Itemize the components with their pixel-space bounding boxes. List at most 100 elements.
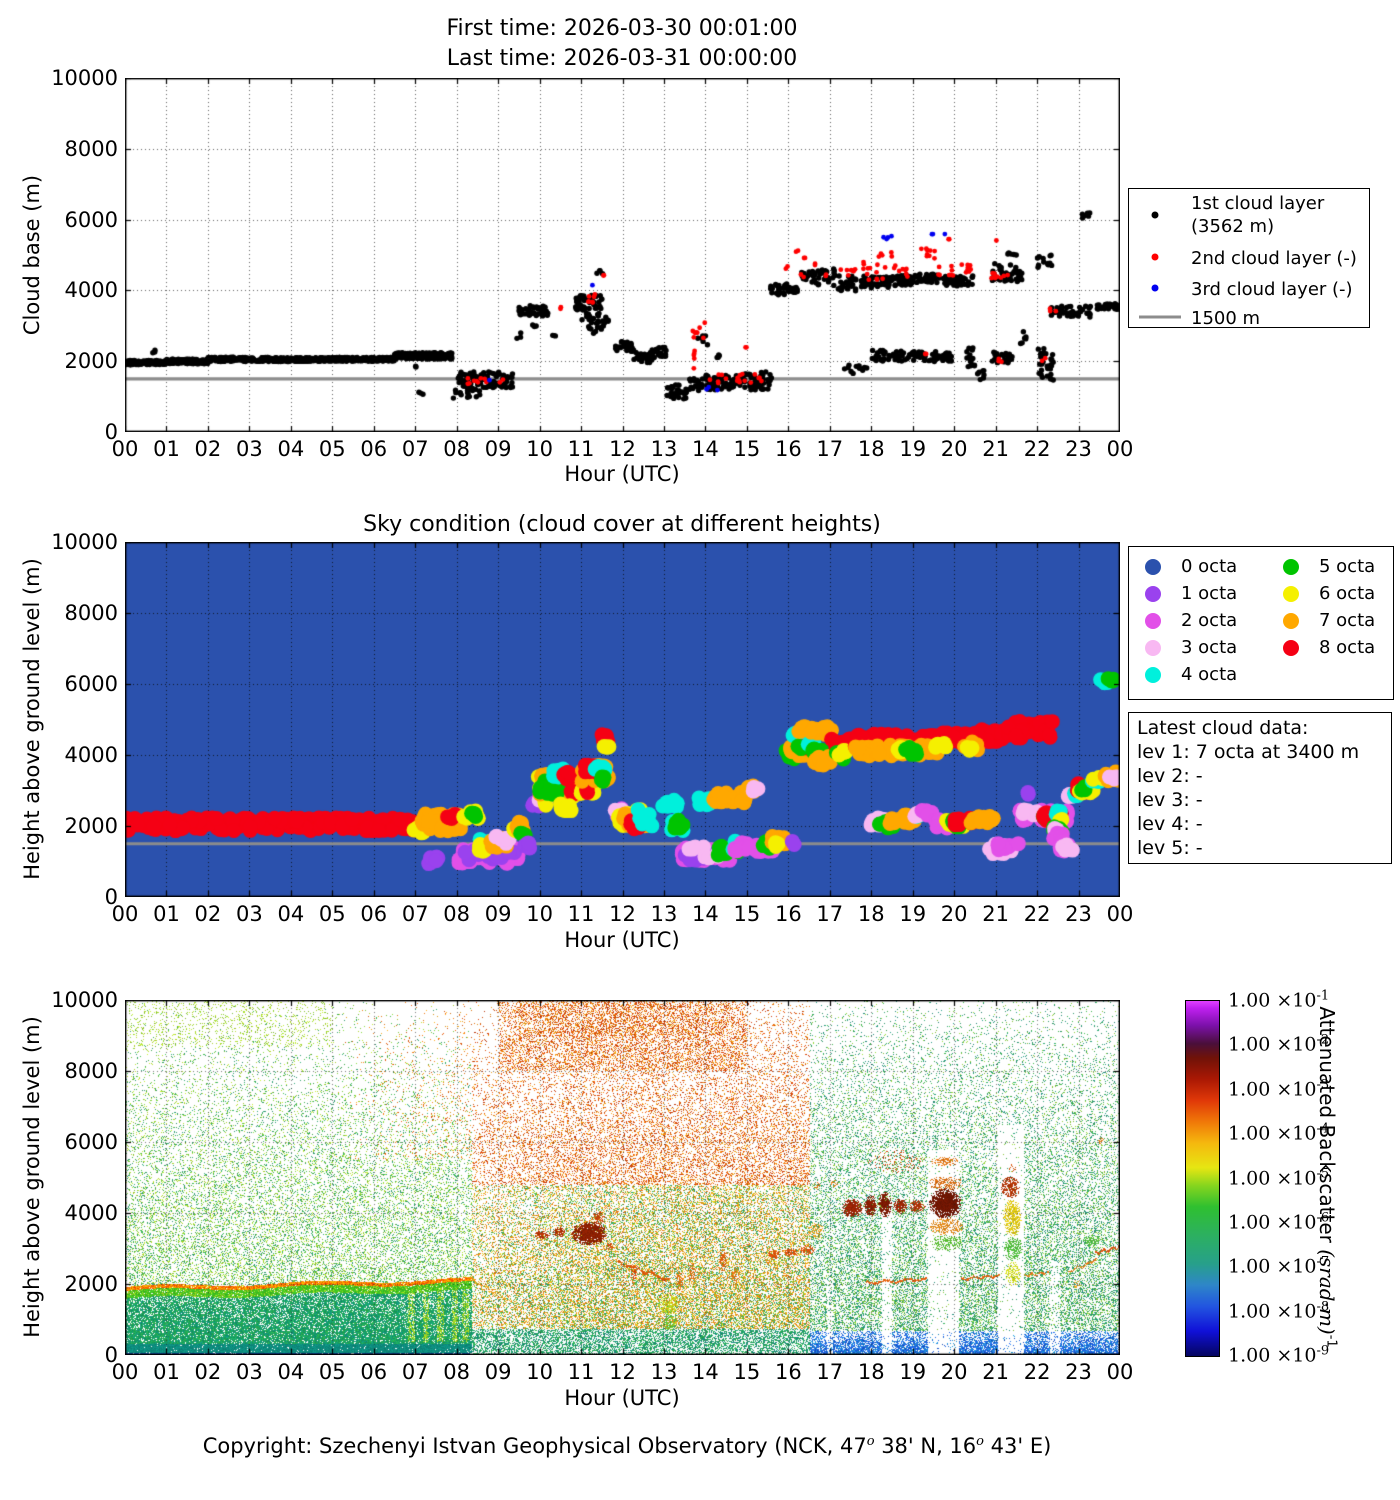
x-tick-label: 12 bbox=[609, 902, 636, 926]
latest-lev2: lev 2: - bbox=[1137, 765, 1203, 787]
first-layer-marker-dot bbox=[1151, 211, 1159, 219]
octa-7-label: 7 octa bbox=[1319, 610, 1376, 631]
copyright-text: Copyright: Szechenyi Istvan Geophysical … bbox=[203, 1434, 1052, 1458]
colorbar-tick-label: 1.00 ×10-9 bbox=[1228, 1343, 1330, 1367]
x-tick-label: 14 bbox=[692, 437, 719, 461]
x-tick-label: 02 bbox=[194, 437, 222, 461]
x-tick-label: 07 bbox=[401, 1360, 429, 1384]
colorbar-tick-label: 1.00 ×10-5 bbox=[1228, 1165, 1330, 1190]
x-tick-label: 04 bbox=[277, 902, 305, 926]
octa-0-marker-dot bbox=[1145, 559, 1161, 575]
x-tick-label: 16 bbox=[774, 902, 802, 926]
x-tick-label: 12 bbox=[609, 437, 636, 461]
x-tick-label: 03 bbox=[236, 902, 263, 926]
latest-lev1: lev 1: 7 octa at 3400 m bbox=[1137, 741, 1360, 763]
y-tick-label: 6000 bbox=[64, 672, 118, 696]
colorbar-tick-label: 1.00 ×10-7 bbox=[1228, 1254, 1330, 1278]
x-tick-label: 00 bbox=[111, 1360, 139, 1384]
x-tick-label: 09 bbox=[484, 902, 512, 926]
colorbar-tick-exponent: -7 bbox=[1316, 1254, 1330, 1270]
y-tick-label: 2000 bbox=[64, 814, 118, 838]
colorbar-tick-label: 1.00 ×10-2 bbox=[1228, 1032, 1330, 1057]
x-tick-label: 15 bbox=[733, 1360, 761, 1384]
x-tick-label: 04 bbox=[277, 1360, 305, 1384]
x-tick-label: 20 bbox=[940, 1360, 968, 1384]
x-tick-label: 21 bbox=[982, 437, 1009, 461]
x-tick-label: 06 bbox=[360, 437, 388, 461]
y-tick-label: 8000 bbox=[64, 136, 118, 161]
x-tick-label: 08 bbox=[443, 437, 471, 461]
last-time-title: Last time: 2026-03-31 00:00:00 bbox=[446, 46, 798, 71]
copyright-seg: Copyright: Szechenyi Istvan Geophysical … bbox=[202, 1434, 867, 1458]
x-tick-label: 01 bbox=[153, 437, 180, 461]
second-layer-marker-dot bbox=[1151, 253, 1159, 261]
x-tick-label: 00 bbox=[111, 902, 139, 926]
x-tick-label: 22 bbox=[1023, 1360, 1051, 1384]
x-tick-label: 13 bbox=[650, 1360, 678, 1384]
octa-3-marker-dot bbox=[1145, 640, 1161, 656]
octa-4-label: 4 octa bbox=[1181, 664, 1238, 685]
latest-lev5: lev 5: - bbox=[1137, 837, 1203, 859]
first-time-title: First time: 2026-03-30 00:01:00 bbox=[446, 16, 798, 41]
x-tick-label: 03 bbox=[236, 437, 263, 461]
x-tick-label: 14 bbox=[692, 902, 719, 926]
legend-label: 1st cloud layer bbox=[1191, 193, 1325, 214]
copyright-seg: 43' E) bbox=[983, 1434, 1052, 1458]
octa-8-marker-dot bbox=[1283, 640, 1299, 656]
y-tick-label: 10000 bbox=[51, 988, 118, 1012]
cloud-base-xlabel: Hour (UTC) bbox=[564, 462, 680, 486]
x-tick-label: 02 bbox=[194, 902, 222, 926]
octa-0-label: 0 octa bbox=[1181, 556, 1238, 577]
y-tick-label: 2000 bbox=[64, 349, 118, 374]
colorbar-tick-exponent: -9 bbox=[1316, 1343, 1330, 1359]
x-tick-label: 00 bbox=[111, 437, 139, 461]
legend-label: 3rd cloud layer (-) bbox=[1191, 279, 1353, 300]
x-tick-label: 17 bbox=[816, 1360, 844, 1384]
y-tick-label: 4000 bbox=[64, 278, 118, 303]
x-tick-label: 21 bbox=[982, 1360, 1009, 1384]
x-tick-label: 03 bbox=[236, 1360, 263, 1384]
x-tick-label: 06 bbox=[360, 902, 388, 926]
x-tick-label: 01 bbox=[153, 1360, 180, 1384]
x-tick-label: 04 bbox=[277, 437, 305, 461]
octa-7-marker-dot bbox=[1283, 613, 1299, 629]
cloud-base-ylabel: Cloud base (m) bbox=[20, 174, 44, 336]
backscatter-plot bbox=[125, 1000, 1120, 1355]
x-tick-label: 00 bbox=[1106, 1360, 1134, 1384]
x-tick-label: 17 bbox=[816, 902, 844, 926]
third-layer-marker-dot bbox=[1151, 284, 1159, 292]
x-tick-label: 23 bbox=[1065, 1360, 1092, 1384]
x-tick-label: 08 bbox=[443, 1360, 471, 1384]
y-tick-label: 0 bbox=[104, 420, 118, 444]
octa-legend: 0 octa 1 octa 2 octa 3 octa 4 octa 5 octa 6 oc… bbox=[1128, 546, 1394, 700]
octa-1-marker-dot bbox=[1145, 586, 1161, 602]
colorbar-tick-label: 1.00 ×10-6 bbox=[1228, 1210, 1330, 1234]
x-tick-label: 00 bbox=[1106, 902, 1134, 926]
colorbar-tick-exponent: -4 bbox=[1316, 1121, 1330, 1137]
sky-xlabel: Hour (UTC) bbox=[564, 928, 680, 952]
x-tick-label: 19 bbox=[899, 1360, 927, 1384]
x-tick-label: 05 bbox=[318, 437, 346, 461]
octa-2-label: 2 octa bbox=[1181, 610, 1238, 631]
x-tick-label: 18 bbox=[857, 902, 885, 926]
x-tick-label: 13 bbox=[650, 437, 678, 461]
x-tick-label: 05 bbox=[318, 902, 346, 926]
x-tick-label: 10 bbox=[526, 437, 553, 461]
x-tick-label: 18 bbox=[857, 1360, 885, 1384]
latest-lev4: lev 4: - bbox=[1137, 813, 1203, 835]
x-tick-label: 07 bbox=[401, 437, 429, 461]
colorbar-tick-exponent: -6 bbox=[1316, 1210, 1330, 1226]
octa-4-marker-dot bbox=[1145, 667, 1161, 683]
colorbar bbox=[1185, 1000, 1220, 1357]
x-tick-label: 08 bbox=[443, 902, 471, 926]
y-tick-label: 0 bbox=[104, 1343, 118, 1367]
y-tick-label: 6000 bbox=[64, 1130, 118, 1154]
colorbar-tick-label: 1.00 ×10-8 bbox=[1228, 1298, 1330, 1323]
x-tick-label: 22 bbox=[1023, 902, 1051, 926]
x-tick-label: 06 bbox=[360, 1360, 388, 1384]
x-tick-label: 16 bbox=[774, 437, 802, 461]
x-tick-label: 17 bbox=[816, 437, 844, 461]
y-tick-label: 2000 bbox=[64, 1272, 118, 1296]
x-tick-label: 02 bbox=[194, 1360, 222, 1384]
